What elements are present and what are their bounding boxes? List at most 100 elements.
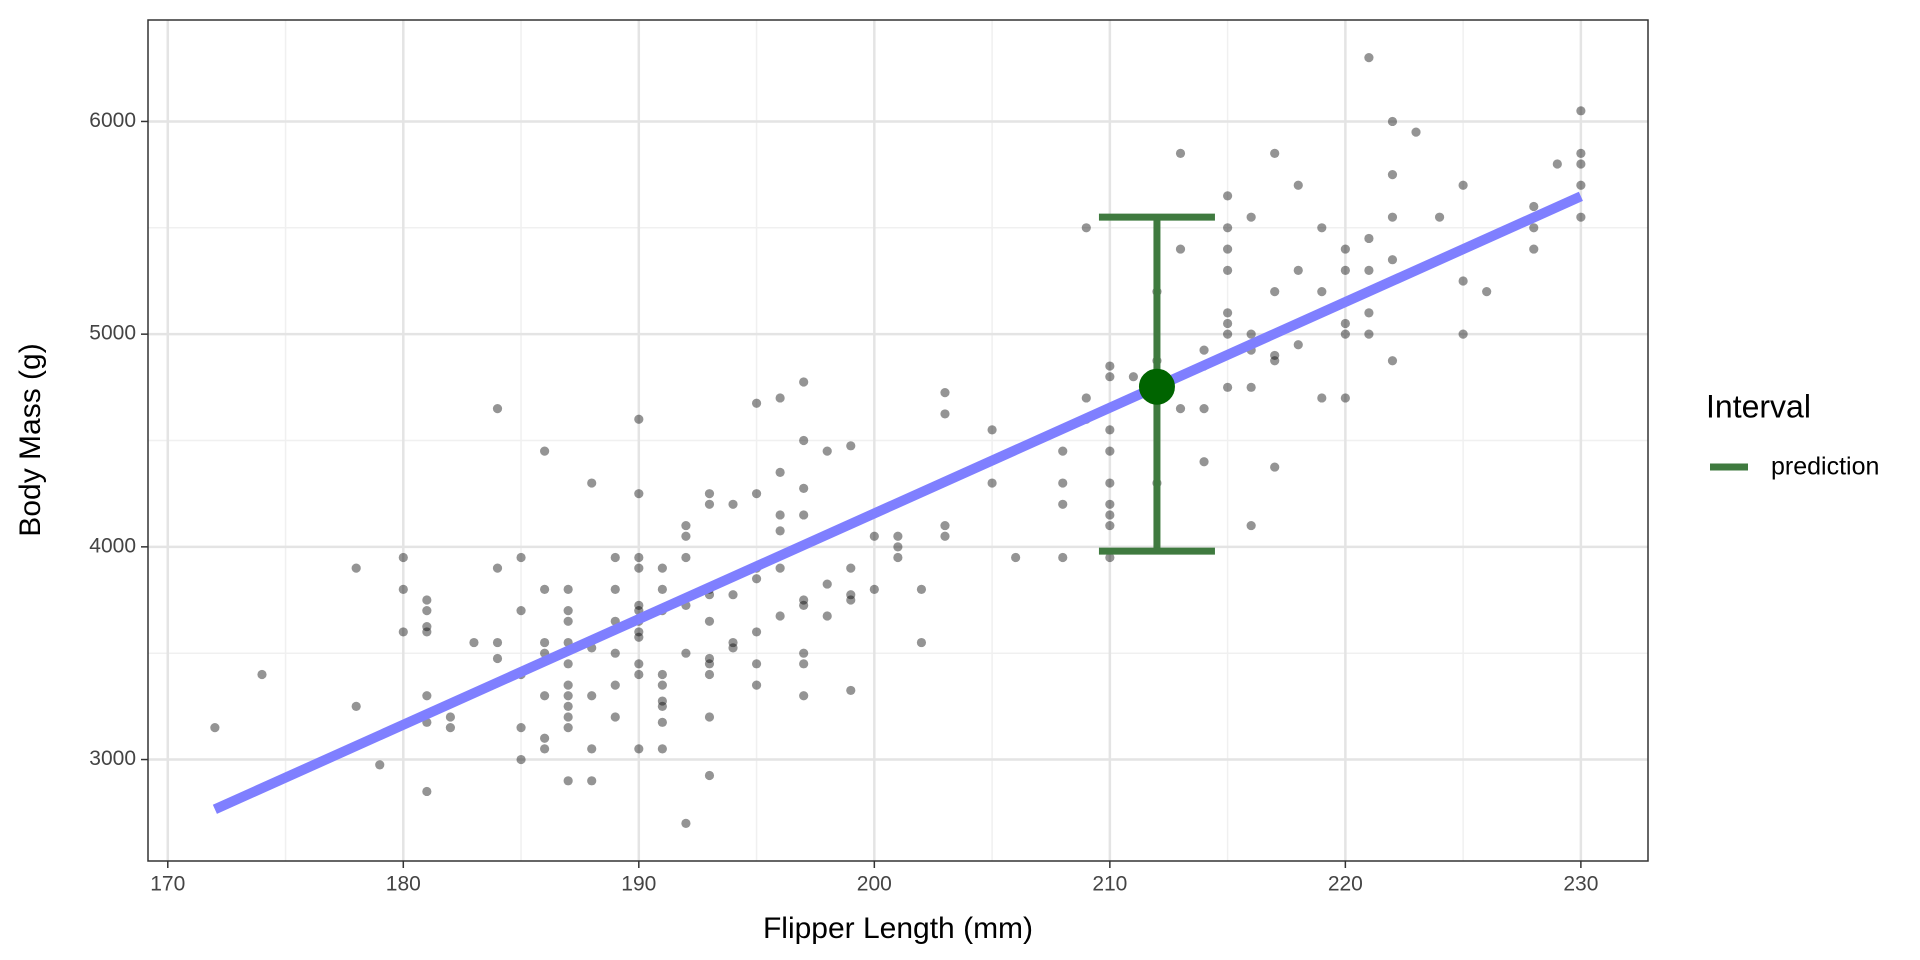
data-point	[1576, 159, 1586, 169]
data-point	[940, 531, 950, 541]
data-point	[1317, 393, 1327, 403]
data-point	[1576, 180, 1586, 190]
data-point	[540, 637, 550, 648]
data-point	[1529, 244, 1539, 254]
data-point	[610, 712, 620, 722]
data-point	[681, 818, 691, 828]
data-point	[563, 701, 573, 711]
data-point	[634, 414, 644, 424]
data-point	[1576, 148, 1586, 158]
data-point	[775, 467, 785, 478]
data-point	[1175, 244, 1186, 254]
data-point	[492, 637, 503, 648]
data-point	[469, 637, 479, 648]
data-point	[1364, 265, 1374, 275]
data-point	[822, 579, 832, 589]
data-point	[657, 701, 667, 711]
data-point	[445, 712, 456, 722]
data-point	[1246, 212, 1256, 222]
data-point	[1246, 382, 1256, 392]
data-point	[1458, 329, 1468, 339]
data-point	[1058, 552, 1068, 563]
data-point	[492, 653, 503, 664]
data-point	[1293, 265, 1303, 275]
data-point	[610, 648, 620, 658]
data-point	[1387, 356, 1398, 366]
data-point	[799, 377, 809, 387]
data-point	[492, 563, 503, 573]
data-point	[681, 520, 691, 531]
data-point	[422, 606, 432, 616]
x-tick-label: 180	[386, 873, 421, 896]
data-point	[1223, 308, 1233, 318]
data-point	[516, 552, 526, 563]
data-point	[799, 435, 809, 446]
data-point	[1364, 233, 1374, 244]
data-point	[587, 776, 597, 786]
data-point	[540, 733, 550, 743]
data-point	[657, 696, 667, 706]
data-point	[704, 616, 715, 626]
data-point	[893, 531, 903, 541]
data-point	[1175, 403, 1186, 414]
data-point	[563, 584, 573, 594]
data-point	[634, 489, 644, 499]
data-point	[634, 552, 644, 563]
data-point	[657, 680, 667, 690]
data-point	[704, 653, 715, 664]
data-point	[704, 770, 715, 781]
data-point	[1223, 329, 1233, 339]
data-point	[634, 563, 644, 573]
data-point	[1058, 446, 1068, 456]
data-point	[1270, 287, 1280, 297]
data-point	[634, 600, 644, 610]
data-point	[563, 776, 573, 786]
data-point	[1246, 329, 1256, 339]
data-point	[1011, 552, 1021, 563]
data-point	[445, 723, 456, 733]
data-point	[398, 584, 408, 594]
data-point	[822, 446, 832, 456]
data-point	[1458, 180, 1468, 190]
data-point	[1340, 265, 1350, 275]
data-point	[1199, 345, 1209, 355]
data-point	[1105, 361, 1115, 371]
data-point	[563, 606, 573, 616]
data-point	[681, 552, 691, 563]
data-point	[1387, 170, 1398, 180]
data-point	[775, 563, 785, 573]
data-point	[822, 611, 832, 621]
data-point	[704, 499, 715, 509]
data-point	[1364, 329, 1374, 339]
data-point	[1387, 116, 1398, 127]
data-point	[1058, 478, 1068, 488]
data-point	[657, 584, 667, 594]
data-point	[351, 701, 361, 711]
x-tick-label: 210	[1092, 873, 1127, 896]
data-point	[846, 685, 856, 696]
data-point	[563, 680, 573, 690]
data-point	[516, 723, 526, 733]
data-point	[775, 510, 785, 520]
data-point	[1246, 520, 1256, 531]
data-point	[422, 627, 432, 637]
data-point	[1105, 425, 1115, 435]
data-point	[1270, 148, 1280, 158]
data-point	[1058, 499, 1068, 509]
data-point	[1105, 499, 1115, 509]
data-point	[1458, 276, 1468, 286]
data-point	[751, 627, 762, 637]
data-point	[751, 489, 762, 499]
data-point	[1434, 212, 1445, 222]
data-point	[940, 388, 950, 398]
data-point	[563, 723, 573, 733]
data-point	[492, 403, 503, 414]
data-point	[728, 643, 738, 653]
data-point	[775, 611, 785, 621]
data-point	[1340, 329, 1350, 339]
data-point	[893, 542, 903, 552]
y-tick-label: 3000	[89, 747, 136, 770]
data-point	[516, 606, 526, 616]
data-point	[398, 627, 408, 637]
